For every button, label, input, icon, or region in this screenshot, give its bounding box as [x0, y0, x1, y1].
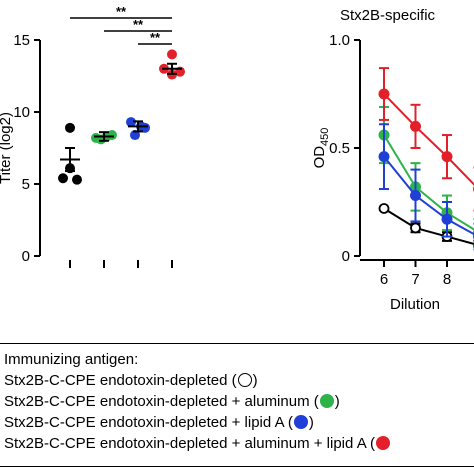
legend-rows: Stx2B-C-CPE endotoxin-depleted () Stx2B-C…: [4, 370, 474, 454]
legend-marker: [293, 415, 308, 429]
x-tick-label: 7: [411, 271, 419, 288]
legend-marker: [376, 436, 391, 450]
data-point: [410, 190, 421, 202]
data-point: [107, 130, 117, 141]
data-point: [410, 120, 421, 132]
legend-row-text: Stx2B-C-CPE endotoxin-depleted (: [4, 372, 237, 389]
legend-row-text: Stx2B-C-CPE endotoxin-depleted + lipid A…: [4, 414, 293, 431]
legend-title: Immunizing antigen:: [4, 351, 139, 368]
x-tick-label: 8: [443, 271, 451, 288]
series-line: [383, 207, 474, 246]
x-tick-label: 6: [380, 271, 388, 288]
data-point: [441, 151, 453, 163]
significance-label: **: [116, 4, 127, 19]
y-tick-label: 1.0: [329, 32, 350, 49]
data-point: [378, 88, 390, 100]
series-line: [383, 93, 474, 186]
data-point: [58, 173, 68, 184]
legend-row-suffix: ): [252, 372, 258, 389]
legend-row: Stx2B-C-CPE endotoxin-depleted + lipid A…: [4, 412, 474, 433]
legend: Immunizing antigen: Stx2B-C-CPE endotoxi…: [0, 343, 474, 467]
legend-row-suffix: ): [334, 393, 340, 410]
y-tick-label: 5: [22, 176, 30, 193]
data-point: [378, 151, 390, 163]
y-axis-label: Titer (log2): [0, 112, 14, 184]
legend-marker: [237, 373, 252, 387]
data-point: [126, 117, 136, 128]
data-point: [378, 203, 390, 214]
series-line: [383, 156, 474, 236]
legend-row: Stx2B-C-CPE endotoxin-depleted (): [4, 370, 474, 391]
legend-row-suffix: ): [308, 414, 314, 431]
y-tick-label: 0: [342, 248, 350, 265]
legend-row-text: Stx2B-C-CPE endotoxin-depleted + aluminu…: [4, 393, 319, 410]
data-point: [65, 122, 75, 133]
y-tick-label: 0.5: [329, 140, 350, 157]
significance-label: **: [150, 30, 161, 45]
legend-marker: [319, 394, 334, 408]
data-point: [130, 130, 140, 141]
chart-title: Stx2B-specific: [340, 7, 436, 24]
data-point: [167, 49, 177, 60]
data-point: [410, 222, 421, 234]
legend-row: Stx2B-C-CPE endotoxin-depleted + aluminu…: [4, 433, 474, 454]
titer-panel: 0 5 10 15 Titer (log2) ** ** **: [0, 4, 185, 268]
legend-row-text: Stx2B-C-CPE endotoxin-depleted + aluminu…: [4, 435, 376, 452]
y-tick-label: 0: [22, 248, 30, 265]
figure: 0 5 10 15 Titer (log2) ** ** ** Stx2B-specific 0…: [0, 4, 474, 313]
data-point: [72, 174, 82, 185]
y-axis-label: OD450: [311, 128, 331, 169]
significance-label: **: [133, 17, 144, 32]
data-point: [441, 213, 453, 225]
x-axis-label: Dilution: [390, 296, 440, 313]
series-line: [383, 134, 474, 231]
legend-row: Stx2B-C-CPE endotoxin-depleted + aluminu…: [4, 391, 474, 412]
y-tick-label: 10: [13, 104, 30, 121]
y-tick-label: 15: [13, 32, 30, 49]
